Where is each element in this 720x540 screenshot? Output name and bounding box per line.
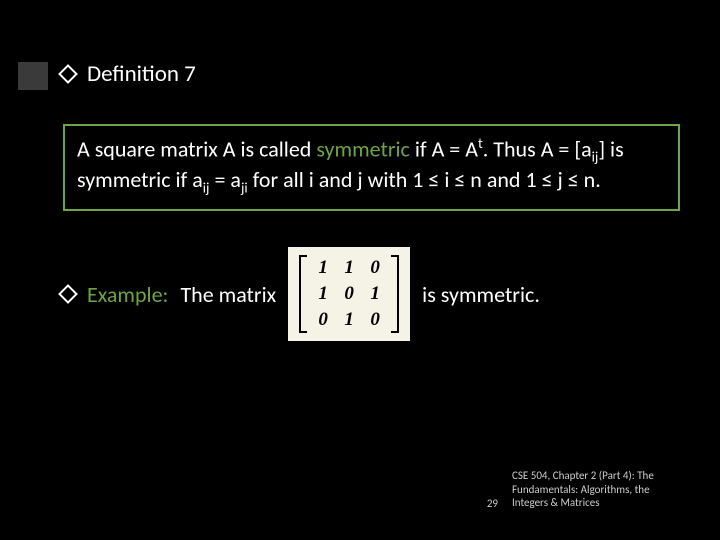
- def-mid4: = a: [209, 166, 240, 193]
- def-text-pre: A square matrix A is called: [77, 135, 316, 162]
- matrix-cell: 1: [362, 281, 388, 307]
- bullet-icon: [58, 284, 78, 304]
- def-mid5: for all i and j with 1 ≤ i ≤ n and 1 ≤ j…: [248, 166, 601, 193]
- footer-line3: Integers & Matrices: [512, 496, 682, 510]
- matrix-cell: 0: [362, 255, 388, 281]
- slide-content: Definition 7 A square matrix A is called…: [55, 60, 680, 341]
- page-number: 29: [487, 497, 498, 510]
- matrix-cell: 1: [336, 307, 362, 333]
- matrix-cell: 1: [336, 255, 362, 281]
- definition-box: A square matrix A is called symmetric if…: [63, 124, 680, 211]
- matrix: 1 1 0 1 0 1 0 1 0: [288, 247, 410, 341]
- example-pre: The matrix: [180, 281, 276, 308]
- def-sub-ji: ji: [241, 179, 248, 197]
- matrix-cell: 0: [336, 281, 362, 307]
- slide-footer: 29 CSE 504, Chapter 2 (Part 4): The Fund…: [487, 469, 682, 510]
- def-mid1: if A = A: [410, 135, 478, 162]
- def-term: symmetric: [316, 135, 410, 162]
- left-bracket-icon: [298, 255, 308, 333]
- matrix-grid: 1 1 0 1 0 1 0 1 0: [310, 255, 388, 333]
- right-bracket-icon: [390, 255, 400, 333]
- heading-text: Definition 7: [87, 60, 196, 88]
- matrix-cell: 1: [310, 281, 336, 307]
- matrix-cell: 0: [362, 307, 388, 333]
- matrix-cell: 1: [310, 255, 336, 281]
- heading-row: Definition 7: [55, 60, 680, 88]
- example-row: Example: The matrix 1 1 0 1 0 1 0 1 0 is…: [55, 247, 680, 341]
- footer-citation: CSE 504, Chapter 2 (Part 4): The Fundame…: [512, 469, 682, 510]
- footer-line2: Fundamentals: Algorithms, the: [512, 483, 682, 497]
- example-label: Example:: [87, 281, 168, 308]
- matrix-cell: 0: [310, 307, 336, 333]
- bullet-icon: [58, 64, 78, 84]
- example-post: is symmetric.: [422, 281, 540, 308]
- footer-line1: CSE 504, Chapter 2 (Part 4): The: [512, 469, 682, 483]
- def-mid2: . Thus A = [a: [483, 135, 592, 162]
- decorative-bar: [18, 62, 48, 90]
